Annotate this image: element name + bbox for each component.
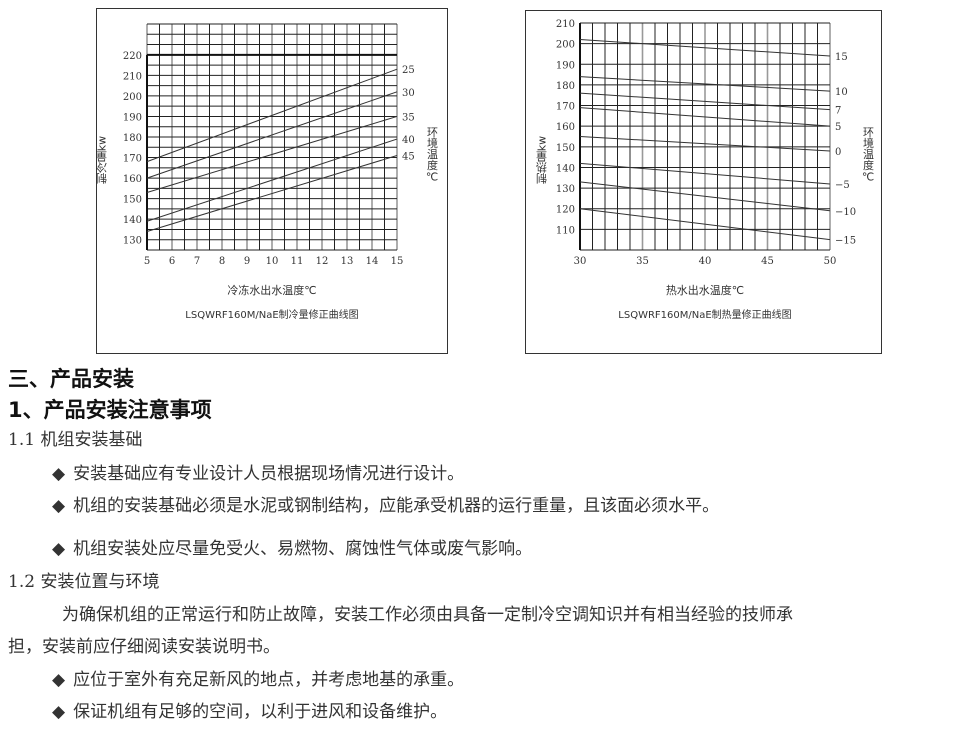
heating-x-tick: 30 <box>574 256 587 267</box>
heating-series-label: 15 <box>835 52 848 63</box>
cooling-y-tick: 180 <box>123 133 142 144</box>
heating-series-label: 0 <box>835 147 841 158</box>
cooling-y-label: 制冷量kw <box>96 136 109 185</box>
heating-y-tick: 130 <box>556 184 575 195</box>
cooling-x-tick: 12 <box>316 256 329 267</box>
cooling-x-tick: 5 <box>144 256 150 267</box>
cooling-series-line <box>146 68 398 163</box>
cooling-x-tick: 9 <box>244 256 250 267</box>
diamond-bullet-icon: ◆ <box>52 539 66 559</box>
cooling-x-tick: 14 <box>366 256 379 267</box>
heating-x-label: 热水出水温度℃ <box>666 283 744 297</box>
heating-x-tick: 45 <box>761 256 774 267</box>
cooling-x-tick: 6 <box>169 256 175 267</box>
bullet-item: ◆ 机组安装处应尽量免受火、易燃物、腐蚀性气体或废气影响。 <box>52 539 533 559</box>
cooling-chart-frame <box>96 8 448 354</box>
heating-series-label: 10 <box>835 87 848 98</box>
diamond-bullet-icon: ◆ <box>52 670 66 690</box>
cooling-y-tick: 220 <box>123 51 142 62</box>
heating-series-line <box>579 136 831 152</box>
cooling-x-tick: 13 <box>341 256 354 267</box>
heating-right-label: 环境温度℃ <box>862 127 875 184</box>
correction-charts: 5 6 7 8 9 10 11 12 13 14 1513014015016017018019020… <box>96 19 875 321</box>
cooling-x-tick: 11 <box>291 256 304 267</box>
heating-y-tick: 190 <box>556 60 575 71</box>
cooling-y-tick: 190 <box>123 112 142 123</box>
heating-x-tick: 35 <box>636 256 649 267</box>
heating-series-line <box>579 39 831 57</box>
heating-series-label: −10 <box>835 207 856 218</box>
cooling-y-tick: 210 <box>123 71 142 82</box>
cooling-x-tick: 10 <box>266 256 279 267</box>
diamond-bullet-icon: ◆ <box>52 464 66 484</box>
cooling-y-tick: 200 <box>123 92 142 103</box>
diamond-bullet-icon: ◆ <box>52 702 66 722</box>
bullet-item: ◆ 应位于室外有充足新风的地点，并考虑地基的承重。 <box>52 670 465 690</box>
cooling-x-label: 冷冻水出水温度℃ <box>227 283 316 297</box>
cooling-x-tick: 7 <box>194 256 200 267</box>
cooling-x-tick: 8 <box>219 256 225 267</box>
cooling-y-tick: 170 <box>123 154 142 165</box>
cooling-y-tick: 130 <box>123 236 142 247</box>
heading-1-1: 1.1 机组安装基础 <box>8 430 143 450</box>
cooling-series-line <box>146 155 398 232</box>
bullet-item: ◆ 安装基础应有专业设计人员根据现场情况进行设计。 <box>52 464 465 484</box>
subsection-title: 1、产品安装注意事项 <box>8 398 212 422</box>
cooling-series-label: 40 <box>402 135 415 146</box>
heating-series-line <box>579 208 831 241</box>
cooling-series-line <box>146 138 398 222</box>
heating-series-label: 5 <box>835 122 841 133</box>
cooling-x-tick: 15 <box>391 256 404 267</box>
heating-series-line <box>579 92 831 111</box>
heading-1-2: 1.2 安装位置与环境 <box>8 572 160 592</box>
diamond-bullet-icon: ◆ <box>52 496 66 516</box>
heating-y-label: 制热量kw <box>536 136 549 185</box>
heating-y-tick: 140 <box>556 163 575 174</box>
heating-series-line <box>579 76 831 92</box>
heating-x-tick: 50 <box>824 256 837 267</box>
cooling-series-line <box>146 115 398 193</box>
cooling-series-line <box>146 91 398 179</box>
cooling-series-label: 35 <box>402 112 415 123</box>
cooling-y-tick: 160 <box>123 174 142 185</box>
heating-y-tick: 210 <box>556 19 575 30</box>
heating-chart-frame <box>525 10 882 354</box>
bullet-item: ◆ 保证机组有足够的空间，以利于进风和设备维护。 <box>52 702 448 722</box>
cooling-right-label: 环境温度℃ <box>426 127 439 184</box>
heating-y-tick: 110 <box>556 225 575 236</box>
cooling-y-tick: 140 <box>123 215 142 226</box>
heating-series-line <box>579 107 831 127</box>
heating-y-tick: 150 <box>556 143 575 154</box>
heating-series-line <box>579 162 831 185</box>
heating-y-tick: 200 <box>556 40 575 51</box>
cooling-series-label: 45 <box>402 151 415 162</box>
heating-y-tick: 120 <box>556 205 575 216</box>
paragraph-line: 担，安装前应仔细阅读安装说明书。 <box>8 637 280 657</box>
heating-x-tick: 40 <box>699 256 712 267</box>
heating-series-label: −5 <box>835 180 850 191</box>
paragraph-line: 为确保机组的正常运行和防止故障，安装工作必须由具备一定制冷空调知识并有相当经验的… <box>62 605 793 625</box>
heating-caption: LSQWRF160M/NaE制热量修正曲线图 <box>618 308 791 321</box>
heating-y-tick: 180 <box>556 81 575 92</box>
cooling-series-label: 30 <box>402 88 415 99</box>
bullet-item: ◆ 机组的安装基础必须是水泥或钢制结构，应能承受机器的运行重量，且该面必须水平。 <box>52 496 720 516</box>
heating-series-label: 7 <box>835 106 841 117</box>
heating-y-tick: 160 <box>556 122 575 133</box>
cooling-series-label: 25 <box>402 65 415 76</box>
heating-series-label: −15 <box>835 236 856 247</box>
cooling-y-tick: 150 <box>123 195 142 206</box>
cooling-caption: LSQWRF160M/NaE制冷量修正曲线图 <box>185 308 358 321</box>
heating-series-line <box>579 181 831 212</box>
section-title: 三、产品安装 <box>8 367 134 391</box>
heating-y-tick: 170 <box>556 102 575 113</box>
